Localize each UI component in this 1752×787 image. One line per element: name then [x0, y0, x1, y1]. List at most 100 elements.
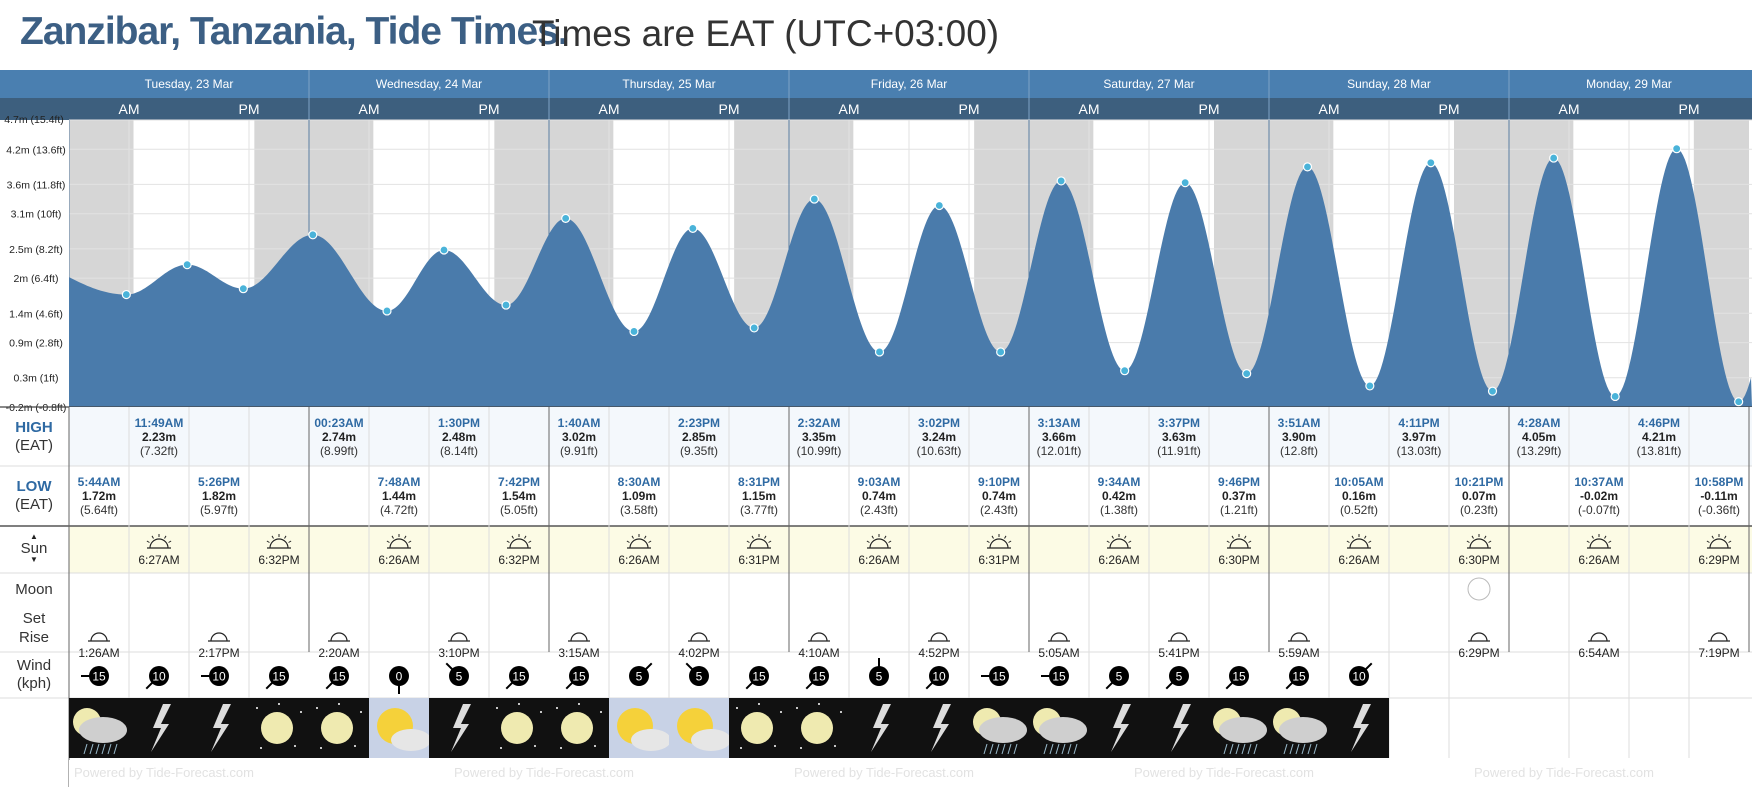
wind-disc: [989, 666, 1009, 686]
low-tide-cell: 7:48AM 1.44m (4.72ft): [369, 475, 429, 517]
lightning-icon: [151, 704, 171, 752]
wind-disc: [1169, 666, 1189, 686]
low-tide-cell-time: 9:34AM: [1097, 475, 1141, 489]
powered-by-text: Powered by Tide-Forecast.com: [74, 765, 254, 780]
moon-rise-time: 3:15AM: [558, 646, 600, 660]
sunset-icon-ray: [266, 540, 270, 543]
sunset-icon-ray: [511, 535, 514, 539]
sunset-icon-ray: [1484, 535, 1487, 539]
moonset-icon: [1710, 632, 1728, 642]
wind-disc: [329, 666, 349, 686]
low-tide-point: [1734, 397, 1744, 407]
moon-rise-time: 5:59AM: [1278, 646, 1320, 660]
moon-icon: [741, 712, 773, 744]
wind-speed: 5: [876, 670, 883, 684]
moonset-icon: [1470, 632, 1488, 642]
sunrise-icon-ray: [386, 540, 390, 543]
rain-icon: [89, 743, 94, 755]
moon-icon: [801, 712, 833, 744]
day-label: Sunday, 28 Mar: [1347, 77, 1431, 91]
sunset-icon-ray: [1711, 535, 1714, 539]
wind-disc: [449, 666, 469, 686]
ampm-label: PM: [1679, 101, 1700, 117]
low-tide-cell-ft: (1.21ft): [1219, 503, 1258, 517]
wind-label: Wind: [16, 657, 52, 674]
sunrise-icon-ray: [404, 535, 407, 539]
high-tide-cell: 3:37PM 3.63m (11.91ft): [1149, 416, 1209, 458]
high-tide-cell-ft: (9.91ft): [559, 444, 598, 458]
rain-icon: [1073, 743, 1078, 755]
high-tide-cell-time: 11:49AM: [134, 416, 184, 430]
moonrise-icon: [1590, 632, 1608, 642]
high-eat-label: (EAT): [14, 437, 54, 454]
sunrise-icon-ray: [884, 535, 887, 539]
moonset-icon: [1170, 632, 1188, 642]
sunset-icon: [1469, 538, 1489, 549]
high-tide-cell-m: 3.35m: [801, 430, 837, 444]
y-tick-label: 4.7m (15.4ft): [4, 114, 64, 126]
low-tide-cell-m: 1.54m: [501, 489, 537, 503]
high-tide-cell: 1:40AM 3.02m (9.91ft): [549, 416, 609, 458]
tide-area: [69, 148, 1752, 407]
powered-by-text: Powered by Tide-Forecast.com: [1134, 765, 1314, 780]
y-tick-label: 2m (6.4ft): [14, 273, 59, 285]
wind-speed: 10: [932, 670, 946, 684]
low-tide-point: [1365, 381, 1375, 391]
high-tide-cell: 3:51AM 3.90m (12.8ft): [1269, 416, 1329, 458]
sunrise-icon-ray: [168, 540, 172, 543]
sunrise-icon: [629, 538, 649, 549]
high-tide-cell-m: 2.74m: [321, 430, 357, 444]
sun-rise-time: 6:26AM: [618, 553, 660, 567]
high-tide-point: [561, 213, 571, 223]
sunrise-icon-ray: [1591, 535, 1594, 539]
ampm-label: PM: [1199, 101, 1220, 117]
sun-set-time: 6:32PM: [498, 553, 540, 567]
low-tide-cell: 8:31PM 1.15m (3.77ft): [729, 475, 789, 517]
star-icon: [500, 747, 502, 749]
wind-speed: 15: [812, 670, 826, 684]
sunrise-icon-ray: [391, 535, 394, 539]
rain-icon: [1247, 743, 1252, 755]
moon-set-time: 6:29PM: [1458, 646, 1500, 660]
moon-icon: [321, 712, 353, 744]
sunset-icon: [989, 538, 1009, 549]
high-tide-cell-time: 4:11PM: [1398, 416, 1440, 430]
sunrise-icon-ray: [648, 540, 652, 543]
sunrise-icon-ray: [1368, 540, 1372, 543]
rain-icon: [989, 743, 994, 755]
wind-disc: [149, 666, 169, 686]
wind-disc: [629, 666, 649, 686]
lightning-icon: [1111, 704, 1131, 752]
sunrise-icon: [1109, 538, 1129, 549]
sunset-icon-ray: [1724, 535, 1727, 539]
moon-rise-time: 5:05AM: [1038, 646, 1080, 660]
sun-rise-time: 6:26AM: [1578, 553, 1620, 567]
low-tide-cell: 7:42PM 1.54m (5.05ft): [489, 475, 549, 517]
moon-icon: [261, 712, 293, 744]
star-icon: [294, 745, 296, 747]
rain-icon: [95, 743, 100, 755]
rain-icon: [1253, 743, 1258, 755]
moon-set-label: Set: [22, 610, 46, 627]
high-tide-cell: 4:28AM 4.05m (13.29ft): [1509, 416, 1569, 458]
moon-rise-label: Rise: [18, 629, 49, 646]
wind-icon: 15: [745, 666, 769, 690]
star-icon: [800, 747, 802, 749]
sunset-icon: [509, 538, 529, 549]
low-tide-cell-ft: (0.52ft): [1339, 503, 1378, 517]
sunset-icon-ray: [1231, 535, 1234, 539]
sun-rise-time: 6:26AM: [1338, 553, 1380, 567]
wind-speed: 10: [152, 670, 166, 684]
high-tide-cell-ft: (11.91ft): [1157, 444, 1201, 458]
ampm-label: PM: [1439, 101, 1460, 117]
ampm-label: AM: [839, 101, 860, 117]
low-tide-cell-m: 0.74m: [981, 489, 1017, 503]
high-tide-cell-time: 1:40AM: [557, 416, 601, 430]
high-tide-point: [439, 245, 449, 255]
star-icon: [540, 711, 542, 713]
lightning-icon: [211, 704, 231, 752]
high-tide-point: [934, 200, 944, 211]
wind-disc: [509, 666, 529, 686]
moonset-icon: [210, 632, 228, 642]
sunrise-icon-ray: [151, 535, 154, 539]
